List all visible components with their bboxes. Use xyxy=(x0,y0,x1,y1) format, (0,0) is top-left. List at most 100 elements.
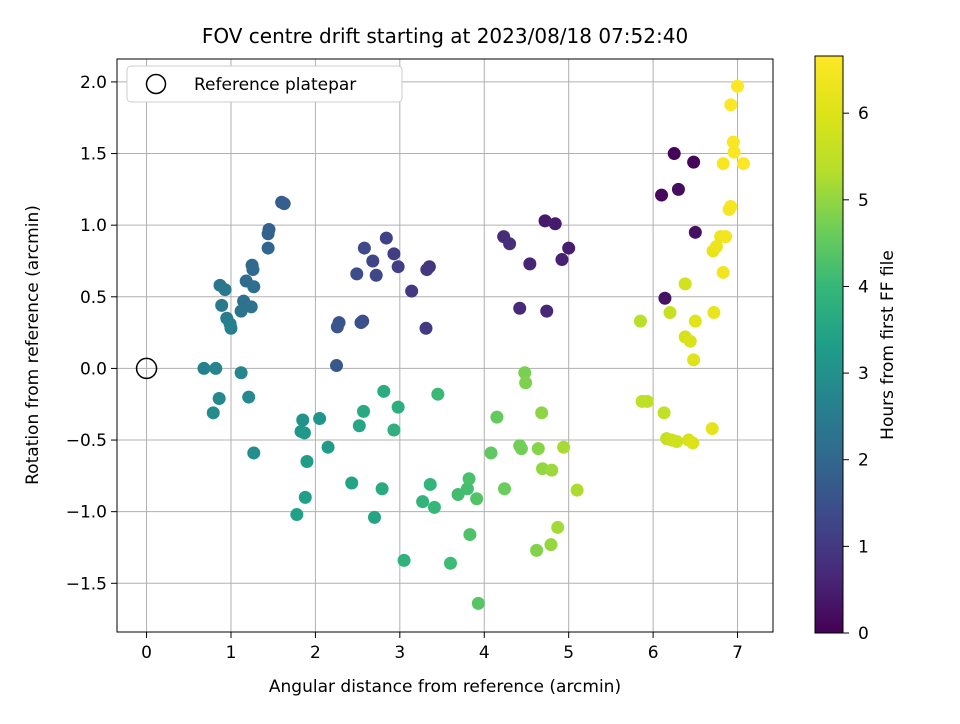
data-point xyxy=(405,284,419,298)
data-point xyxy=(518,366,532,380)
data-point xyxy=(247,280,261,294)
data-point xyxy=(246,263,260,277)
data-point xyxy=(297,426,311,440)
colorbar-tick-label: 1 xyxy=(858,537,869,557)
data-point xyxy=(671,182,685,196)
data-point xyxy=(731,79,745,93)
data-point xyxy=(209,361,223,375)
x-tick-label: 3 xyxy=(394,643,405,663)
data-point xyxy=(463,528,477,542)
data-point xyxy=(724,200,738,214)
data-point xyxy=(379,231,393,245)
data-point xyxy=(709,240,723,254)
data-point xyxy=(705,422,719,436)
data-point xyxy=(420,263,434,277)
data-point xyxy=(688,225,702,239)
data-point xyxy=(538,214,552,228)
y-tick-label: 1.5 xyxy=(80,145,107,165)
data-point xyxy=(313,412,327,426)
x-axis-ticks: 0 1 2 3 4 5 6 7 xyxy=(141,632,743,663)
data-point xyxy=(727,145,741,159)
data-point xyxy=(531,442,545,456)
data-point xyxy=(683,334,697,348)
data-point xyxy=(519,376,533,390)
x-tick-label: 6 xyxy=(648,643,659,663)
data-point xyxy=(451,487,465,501)
data-point xyxy=(686,436,700,450)
data-point xyxy=(345,476,359,490)
colorbar-ticks: 0 1 2 3 4 5 6 xyxy=(843,104,869,644)
data-point xyxy=(354,316,368,330)
colorbar-tick-label: 6 xyxy=(858,104,869,124)
chart-title: FOV centre drift starting at 2023/08/18 … xyxy=(202,24,688,48)
data-point xyxy=(377,384,391,398)
data-point xyxy=(716,157,730,171)
data-point xyxy=(562,241,576,255)
data-point xyxy=(330,320,344,334)
data-point xyxy=(663,306,677,320)
y-tick-label: 1.0 xyxy=(80,216,107,236)
x-tick-label: 4 xyxy=(479,643,490,663)
data-point xyxy=(366,254,380,268)
data-point xyxy=(261,227,275,241)
y-tick-label: −1.5 xyxy=(66,574,107,594)
legend-box xyxy=(126,65,403,103)
data-point xyxy=(369,268,383,282)
colorbar-tick-label: 0 xyxy=(858,624,869,644)
data-point xyxy=(530,543,544,557)
data-point xyxy=(716,265,730,279)
data-point xyxy=(736,157,750,171)
data-point xyxy=(551,520,565,534)
colorbar: 0 1 2 3 4 5 6 Hours from first FF file xyxy=(814,55,898,644)
colorbar-gradient xyxy=(814,55,844,634)
data-point xyxy=(655,188,669,202)
data-point xyxy=(357,241,371,255)
data-point xyxy=(298,490,312,504)
data-point xyxy=(658,291,672,305)
data-point xyxy=(535,406,549,420)
data-point xyxy=(633,314,647,328)
colorbar-tick-label: 3 xyxy=(858,364,869,384)
data-point xyxy=(242,390,256,404)
data-point xyxy=(707,306,721,320)
y-axis-label: Rotation from reference (arcmin) xyxy=(23,205,43,485)
reference-marker-layer xyxy=(135,357,158,380)
grid-lines xyxy=(117,59,773,632)
data-point xyxy=(545,463,559,477)
data-point xyxy=(460,482,474,496)
data-point xyxy=(197,361,211,375)
data-point xyxy=(218,283,232,297)
data-point xyxy=(678,277,692,291)
data-point xyxy=(498,482,512,496)
data-point xyxy=(290,508,304,522)
data-point xyxy=(724,98,738,112)
data-point xyxy=(350,267,364,281)
data-point xyxy=(387,423,401,437)
data-point xyxy=(462,472,476,486)
data-point xyxy=(212,392,226,406)
legend-entry-label: Reference platepar xyxy=(194,75,356,95)
data-point xyxy=(544,538,558,552)
data-point xyxy=(427,500,441,514)
y-axis-ticks: −1.5 −1.0 −0.5 0.0 0.5 1.0 1.5 2.0 xyxy=(66,73,117,594)
data-point xyxy=(357,404,371,418)
x-tick-label: 2 xyxy=(310,643,321,663)
data-point xyxy=(514,442,528,456)
data-point xyxy=(667,147,681,161)
colorbar-tick-label: 2 xyxy=(858,451,869,471)
data-point xyxy=(296,413,310,427)
data-point xyxy=(687,353,701,367)
y-tick-label: 0.0 xyxy=(80,359,107,379)
x-tick-label: 5 xyxy=(563,643,574,663)
data-point xyxy=(247,446,261,460)
data-point xyxy=(206,406,220,420)
data-point xyxy=(540,304,554,318)
data-point xyxy=(352,419,366,433)
y-tick-label: 2.0 xyxy=(80,73,107,93)
colorbar-tick-label: 4 xyxy=(858,277,869,297)
data-point xyxy=(657,406,671,420)
y-tick-label: −1.0 xyxy=(66,503,107,523)
reference-platepar-marker xyxy=(135,357,158,380)
data-point xyxy=(419,321,433,335)
